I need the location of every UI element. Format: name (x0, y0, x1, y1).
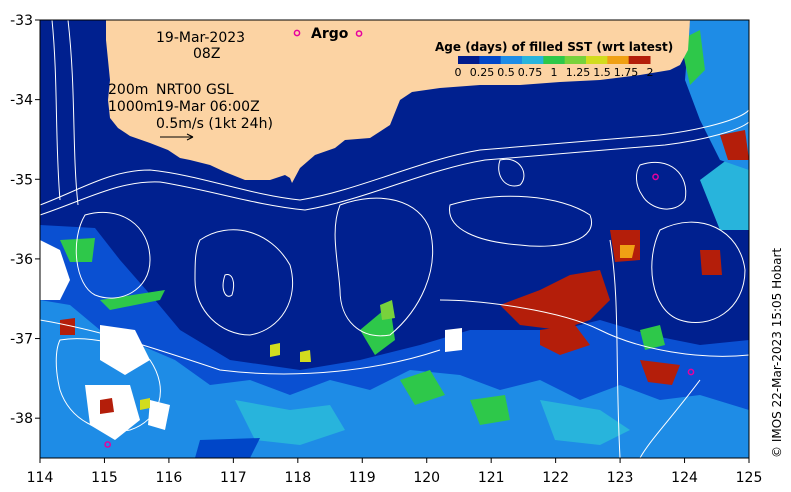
colorbar-segment (543, 56, 566, 64)
colorbar-segment (564, 56, 587, 64)
x-tick-label: 116 (156, 470, 183, 486)
colorbar-tick-label: 1.25 (566, 66, 591, 79)
colorbar-tick-label: 0.5 (497, 66, 515, 79)
colorbar-segments (458, 56, 651, 64)
y-tick-label: -33 (10, 13, 33, 29)
x-tick-label: 114 (27, 470, 54, 486)
colorbar-tick-label: 0.25 (470, 66, 495, 79)
x-tick-label: 121 (478, 470, 505, 486)
map-annotations: 19-Mar-2023 08Z 200m 1000m NRT00 GSL 19-… (108, 30, 273, 141)
colorbar-tick-label: 2 (647, 66, 654, 79)
y-axis-ticks: -33 -34 -35 -36 -37 -38 (10, 13, 40, 427)
colorbar-tick-label: 0.75 (518, 66, 543, 79)
x-tick-label: 118 (284, 470, 311, 486)
colorbar-segment (458, 56, 480, 64)
argo-float-marker (687, 368, 695, 376)
contour-lines (40, 20, 749, 458)
colorbar-segment (607, 56, 630, 64)
annotation-depth-1000m: 1000m (108, 99, 157, 115)
colorbar-title: Age (days) of filled SST (wrt latest) (435, 40, 673, 54)
annotation-depth-200m: 200m (108, 82, 148, 98)
argo-float-marker (104, 441, 112, 448)
argo-legend-marker (293, 29, 301, 37)
annotation-product-time: 19-Mar 06:00Z (156, 99, 260, 115)
argo-legend-label: Argo (311, 26, 349, 42)
colorbar-tick-label: 1 (551, 66, 558, 79)
colorbar-tick-label: 1.5 (593, 66, 611, 79)
annotation-time: 08Z (193, 46, 220, 62)
argo-markers (104, 29, 695, 448)
sst-patches (40, 20, 749, 458)
x-tick-label: 124 (671, 470, 698, 486)
colorbar-segment (500, 56, 523, 64)
y-tick-label: -35 (10, 172, 33, 188)
y-tick-label: -38 (10, 411, 33, 427)
map-frame (39, 19, 750, 459)
x-tick-label: 115 (91, 470, 118, 486)
y-tick-label: -36 (10, 252, 33, 268)
colorbar-segment (586, 56, 608, 64)
x-tick-label: 120 (413, 470, 440, 486)
argo-float-marker (652, 173, 659, 181)
annotation-date: 19-Mar-2023 (156, 30, 245, 46)
annotation-vector-scale: 0.5m/s (1kt 24h) (156, 116, 273, 132)
colorbar-segment (522, 56, 544, 64)
x-tick-label: 125 (736, 470, 763, 486)
y-tick-label: -37 (10, 332, 33, 348)
x-tick-label: 117 (220, 470, 247, 486)
colorbar-ticks: 0 0.25 0.5 0.75 1 1.25 1.5 1.75 2 (455, 66, 654, 79)
vector-scale-arrowhead (186, 133, 194, 141)
x-tick-label: 119 (349, 470, 376, 486)
y-tick-label: -34 (10, 93, 33, 109)
x-tick-label: 122 (542, 470, 569, 486)
annotation-product: NRT00 GSL (156, 82, 234, 98)
colorbar-tick-label: 0 (455, 66, 462, 79)
x-axis-ticks: 114 115 116 117 118 119 120 121 122 123 124 125 (27, 458, 763, 486)
argo-float-marker (355, 30, 363, 37)
credit-text: © IMOS 22-Mar-2023 15:05 Hobart (770, 248, 784, 458)
colorbar-segment (628, 56, 651, 64)
colorbar-tick-label: 1.75 (614, 66, 639, 79)
colorbar-segment (479, 56, 502, 64)
x-tick-label: 123 (607, 470, 634, 486)
